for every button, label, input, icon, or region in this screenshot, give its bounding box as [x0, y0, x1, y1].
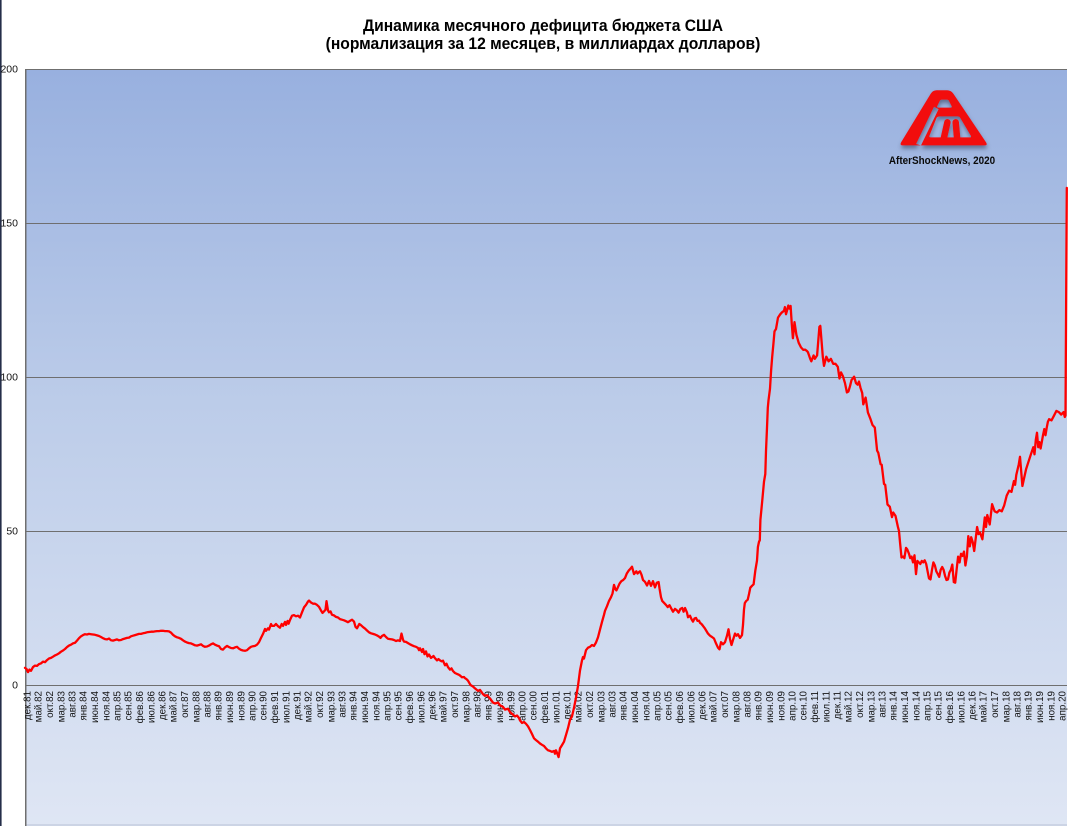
- svg-text:фев.96: фев.96: [405, 690, 416, 723]
- svg-text:май.02: май.02: [574, 691, 585, 722]
- svg-text:мар.03: мар.03: [596, 690, 607, 722]
- svg-text:май.97: май.97: [439, 691, 450, 722]
- svg-text:фев.01: фев.01: [540, 691, 551, 723]
- svg-text:0: 0: [12, 680, 18, 692]
- svg-text:май.82: май.82: [34, 691, 45, 722]
- svg-text:мар.18: мар.18: [1001, 690, 1012, 722]
- svg-text:дек.01: дек.01: [563, 691, 574, 720]
- svg-text:авг.93: авг.93: [338, 690, 349, 717]
- svg-text:дек.86: дек.86: [158, 690, 169, 720]
- svg-text:июн.99: июн.99: [495, 691, 506, 723]
- svg-text:янв.89: янв.89: [214, 691, 225, 721]
- svg-text:авг.03: авг.03: [608, 690, 619, 717]
- svg-text:июн.09: июн.09: [765, 691, 776, 723]
- svg-text:июн.19: июн.19: [1035, 691, 1046, 723]
- svg-text:мар.08: мар.08: [731, 690, 742, 722]
- svg-text:янв.99: янв.99: [484, 691, 495, 721]
- svg-text:ноя.09: ноя.09: [776, 691, 787, 721]
- svg-text:200: 200: [0, 64, 18, 76]
- svg-text:дек.11: дек.11: [833, 691, 844, 719]
- svg-text:янв.09: янв.09: [754, 691, 765, 721]
- svg-text:апр.95: апр.95: [383, 690, 394, 720]
- svg-text:сен.90: сен.90: [259, 690, 270, 720]
- svg-text:ноя.14: ноя.14: [911, 690, 922, 720]
- svg-text:июл.96: июл.96: [416, 690, 427, 722]
- svg-text:сен.85: сен.85: [124, 690, 135, 720]
- svg-text:сен.95: сен.95: [394, 690, 405, 720]
- svg-text:авг.83: авг.83: [68, 690, 79, 717]
- svg-text:май.87: май.87: [169, 691, 180, 722]
- svg-text:окт.82: окт.82: [45, 691, 56, 718]
- svg-text:дек.16: дек.16: [968, 690, 979, 720]
- svg-text:июн.94: июн.94: [360, 690, 371, 722]
- svg-text:авг.13: авг.13: [878, 690, 889, 717]
- svg-text:июн.04: июн.04: [630, 690, 641, 722]
- svg-text:ноя.89: ноя.89: [236, 691, 247, 721]
- svg-text:ноя.99: ноя.99: [506, 691, 517, 721]
- svg-text:апр.10: апр.10: [788, 690, 799, 720]
- svg-text:мар.98: мар.98: [461, 690, 472, 722]
- svg-text:сен.00: сен.00: [529, 690, 540, 720]
- svg-text:мар.13: мар.13: [866, 690, 877, 722]
- svg-text:авг.08: авг.08: [743, 690, 754, 717]
- svg-text:авг.88: авг.88: [203, 690, 214, 717]
- svg-text:янв.04: янв.04: [619, 690, 630, 720]
- svg-text:дек.96: дек.96: [428, 690, 439, 720]
- svg-text:150: 150: [0, 218, 18, 230]
- svg-text:авг.98: авг.98: [473, 690, 484, 717]
- svg-text:фев.06: фев.06: [675, 690, 686, 723]
- svg-text:окт.97: окт.97: [450, 691, 461, 718]
- svg-text:окт.17: окт.17: [990, 691, 1001, 718]
- svg-text:авг.18: авг.18: [1013, 690, 1024, 717]
- svg-text:ноя.94: ноя.94: [371, 690, 382, 720]
- svg-text:янв.84: янв.84: [79, 690, 90, 720]
- svg-text:мар.93: мар.93: [326, 690, 337, 722]
- svg-text:май.07: май.07: [709, 691, 720, 722]
- svg-text:июл.01: июл.01: [551, 691, 562, 723]
- svg-text:июн.84: июн.84: [90, 690, 101, 722]
- svg-text:июл.91: июл.91: [281, 691, 292, 723]
- svg-text:100: 100: [0, 372, 18, 384]
- svg-text:сен.05: сен.05: [664, 690, 675, 720]
- svg-text:янв.19: янв.19: [1024, 691, 1035, 721]
- svg-text:ноя.19: ноя.19: [1046, 691, 1057, 721]
- svg-text:дек.06: дек.06: [698, 690, 709, 720]
- svg-text:окт.92: окт.92: [315, 691, 326, 718]
- svg-text:янв.94: янв.94: [349, 690, 360, 720]
- svg-text:июн.89: июн.89: [225, 691, 236, 723]
- svg-text:апр.90: апр.90: [248, 690, 259, 720]
- svg-text:фев.91: фев.91: [270, 691, 281, 723]
- svg-text:июл.16: июл.16: [956, 690, 967, 722]
- svg-text:сен.15: сен.15: [934, 690, 945, 720]
- svg-text:июл.11: июл.11: [821, 691, 832, 722]
- svg-text:апр.00: апр.00: [518, 690, 529, 720]
- svg-text:апр.15: апр.15: [923, 690, 934, 720]
- svg-text:фев.86: фев.86: [135, 690, 146, 723]
- svg-text:окт.87: окт.87: [180, 691, 191, 718]
- svg-text:апр.05: апр.05: [653, 690, 664, 720]
- svg-text:июл.86: июл.86: [146, 690, 157, 722]
- svg-text:фев.16: фев.16: [945, 690, 956, 723]
- svg-text:апр.20: апр.20: [1058, 690, 1069, 720]
- svg-text:окт.02: окт.02: [585, 691, 596, 718]
- svg-text:сен.10: сен.10: [799, 690, 810, 720]
- svg-text:50: 50: [6, 526, 18, 538]
- svg-text:май.92: май.92: [304, 691, 315, 722]
- svg-text:май.17: май.17: [979, 691, 990, 722]
- svg-text:июл.06: июл.06: [686, 690, 697, 722]
- svg-text:мар.83: мар.83: [56, 690, 67, 722]
- svg-text:май.12: май.12: [844, 691, 855, 722]
- svg-text:фев.11: фев.11: [810, 691, 821, 723]
- svg-text:янв.14: янв.14: [889, 690, 900, 720]
- svg-text:июн.14: июн.14: [900, 690, 911, 722]
- svg-text:окт.07: окт.07: [720, 691, 731, 718]
- svg-text:дек.81: дек.81: [23, 691, 34, 720]
- svg-text:дек.91: дек.91: [293, 691, 304, 720]
- svg-text:ноя.04: ноя.04: [641, 690, 652, 720]
- svg-text:ноя.84: ноя.84: [101, 690, 112, 720]
- svg-text:окт.12: окт.12: [855, 691, 866, 718]
- svg-text:мар.88: мар.88: [191, 690, 202, 722]
- svg-text:апр.85: апр.85: [113, 690, 124, 720]
